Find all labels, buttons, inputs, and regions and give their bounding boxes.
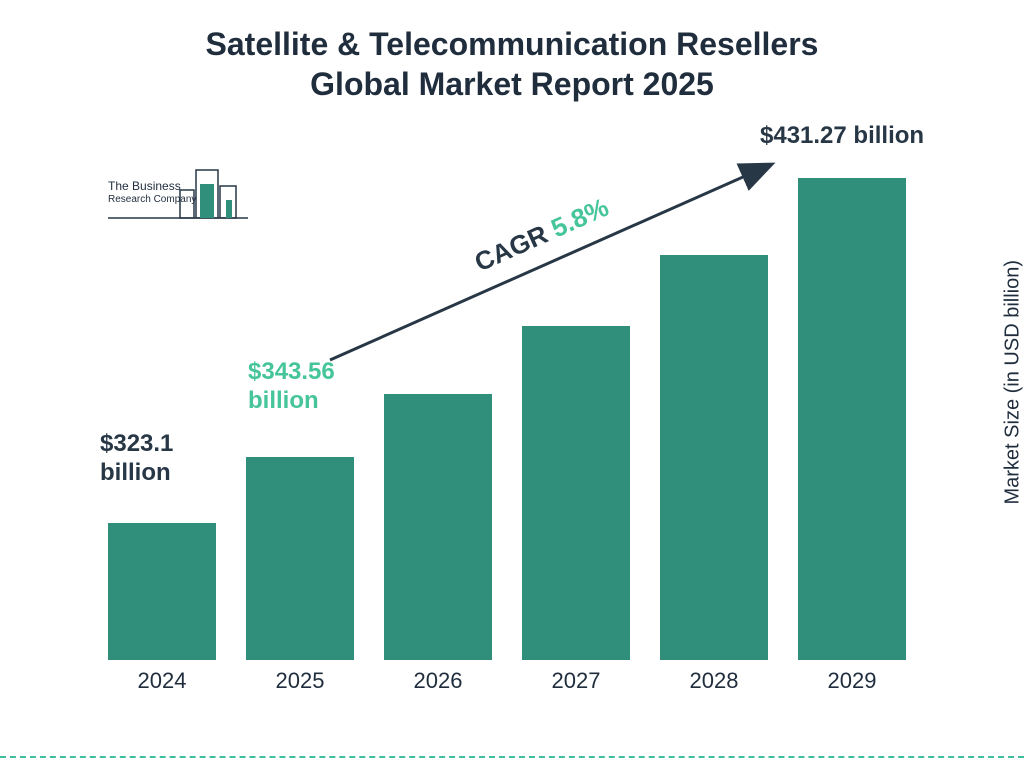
title-line-1: Satellite & Telecommunication Resellers <box>0 24 1024 64</box>
bar-value-label: $323.1billion <box>100 430 230 488</box>
x-tick-label: 2027 <box>522 668 630 694</box>
bar <box>384 394 492 660</box>
x-tick-label: 2025 <box>246 668 354 694</box>
x-tick-label: 2029 <box>798 668 906 694</box>
chart-container: Satellite & Telecommunication Resellers … <box>0 0 1024 768</box>
bar <box>108 523 216 660</box>
bar <box>798 178 906 660</box>
bar-value-label: $343.56billion <box>248 358 378 416</box>
x-axis-labels: 2024 2025 2026 2027 2028 2029 <box>100 668 930 698</box>
bar <box>246 457 354 660</box>
bar <box>660 255 768 660</box>
x-tick-label: 2028 <box>660 668 768 694</box>
bars-group <box>100 150 930 660</box>
chart-title: Satellite & Telecommunication Resellers … <box>0 24 1024 104</box>
x-tick-label: 2024 <box>108 668 216 694</box>
x-tick-label: 2026 <box>384 668 492 694</box>
y-axis-label: Market Size (in USD billion) <box>1002 260 1024 505</box>
bar <box>522 326 630 660</box>
bar-value-label: $431.27 billion <box>760 122 980 151</box>
chart-plot-area <box>100 150 930 660</box>
title-line-2: Global Market Report 2025 <box>0 64 1024 104</box>
footer-divider <box>0 756 1024 758</box>
